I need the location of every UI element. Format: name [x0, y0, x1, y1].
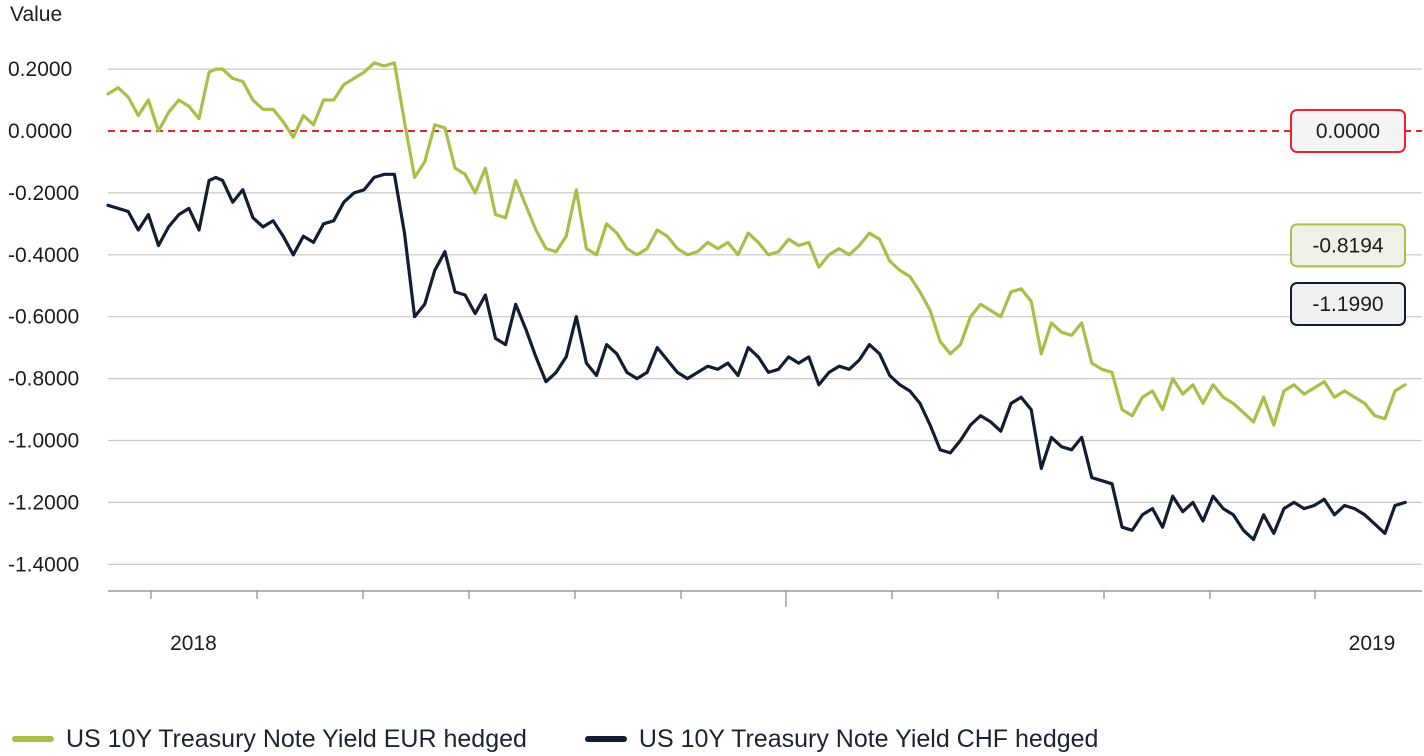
- series-line-eur: [106, 61, 1407, 427]
- y-tick-label: -1.2000: [8, 491, 79, 514]
- y-axis-ticks: 0.2000 0.0000 -0.2000 -0.4000 -0.6000 -0.8000…: [8, 58, 79, 576]
- x-tick-label: 2019: [1349, 632, 1396, 655]
- series-lines: [106, 61, 1407, 542]
- x-axis: 2018 2019: [108, 590, 1422, 655]
- y-tick-label: -0.4000: [8, 244, 79, 267]
- y-tick-label: -1.0000: [8, 430, 79, 453]
- y-tick-label: -1.4000: [8, 553, 79, 576]
- callout-zero-box: [1290, 109, 1406, 153]
- legend-label-eur: US 10Y Treasury Note Yield EUR hedged: [66, 724, 527, 753]
- line-chart: Value 0.2000 0.0000 -0.2000 -0.4000 -0.6000 -…: [8, 3, 1422, 655]
- series-line-chf: [106, 172, 1407, 542]
- gridlines: [108, 68, 1422, 565]
- callout-eur-box: [1290, 223, 1406, 268]
- y-axis-title: Value: [10, 3, 62, 26]
- legend-label-chf: US 10Y Treasury Note Yield CHF hedged: [638, 724, 1099, 753]
- legend-swatch-chf: [584, 736, 627, 742]
- x-tick-label: 2018: [170, 632, 217, 655]
- legend-item-chf[interactable]: US 10Y Treasury Note Yield CHF hedged: [584, 724, 1099, 754]
- legend: US 10Y Treasury Note Yield EUR hedged US…: [12, 722, 1156, 756]
- y-tick-label: -0.2000: [8, 182, 79, 205]
- y-tick-label: -0.8000: [8, 368, 79, 391]
- callout-chf-box: [1290, 282, 1406, 327]
- y-tick-label: -0.6000: [8, 306, 79, 329]
- callout-chf-label: -1.1990: [1312, 293, 1383, 316]
- value-callouts: 0.0000 -0.8194 -1.1990: [1290, 109, 1406, 327]
- y-tick-label: 0.2000: [8, 58, 72, 81]
- y-tick-label: 0.0000: [8, 120, 72, 143]
- legend-swatch-eur: [12, 736, 54, 742]
- callout-zero-label: 0.0000: [1316, 120, 1380, 143]
- callout-eur-label: -0.8194: [1312, 234, 1384, 257]
- legend-item-eur[interactable]: US 10Y Treasury Note Yield EUR hedged: [12, 725, 527, 754]
